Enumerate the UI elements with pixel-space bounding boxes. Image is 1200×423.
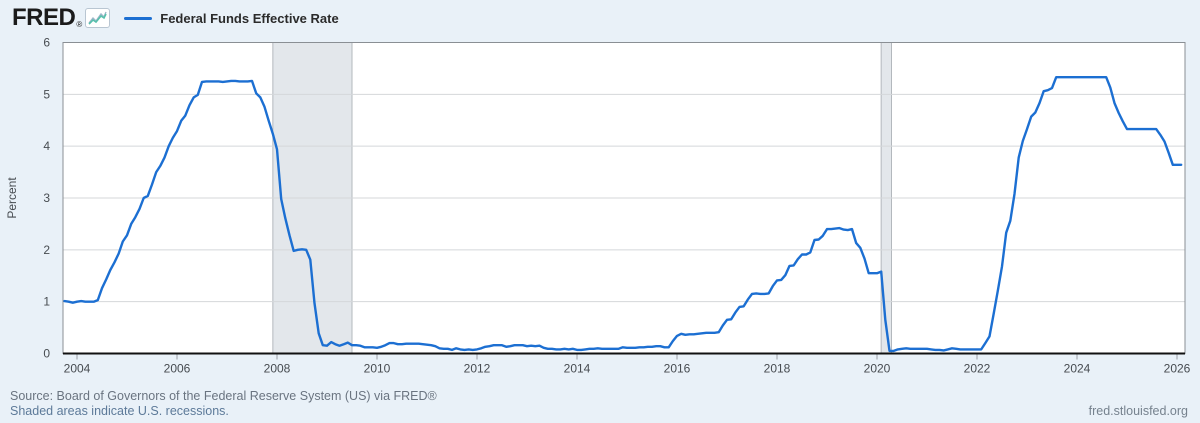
fred-logo-text: FRED	[12, 4, 76, 31]
y-tick-label: 2	[43, 243, 50, 257]
x-tick-label: 2014	[564, 362, 591, 376]
x-tick-label: 2004	[64, 362, 91, 376]
x-tick-label: 2022	[964, 362, 991, 376]
legend-item-federal-funds-rate[interactable]: Federal Funds Effective Rate	[124, 10, 339, 26]
chart-header: FRED ® Federal Funds Effective Rate	[0, 0, 1200, 36]
line-chart-icon	[85, 8, 111, 28]
y-tick-label: 5	[43, 87, 50, 101]
y-tick-label: 3	[43, 191, 50, 205]
y-tick-label: 6	[43, 36, 50, 50]
x-tick-label: 2016	[664, 362, 691, 376]
y-tick-label: 1	[43, 295, 50, 309]
x-tick-label: 2018	[764, 362, 791, 376]
x-tick-label: 2008	[264, 362, 291, 376]
y-axis-title: Percent	[5, 177, 19, 219]
ffr-line-series[interactable]	[63, 76, 1183, 353]
x-tick-label: 2024	[1064, 362, 1091, 376]
y-tick-label: 0	[43, 347, 50, 361]
footer-attribution: Source: Board of Governors of the Federa…	[10, 389, 437, 419]
x-tick-label: 2012	[464, 362, 491, 376]
fred-site-link[interactable]: fred.stlouisfed.org	[1088, 404, 1188, 418]
x-tick-label: 2006	[164, 362, 191, 376]
source-text: Source: Board of Governors of the Federa…	[10, 389, 437, 403]
x-tick-label: 2010	[364, 362, 391, 376]
legend-line-swatch	[124, 16, 153, 20]
y-tick-label: 4	[43, 139, 50, 153]
fred-registered-mark: ®	[76, 20, 83, 29]
chart-footer: Source: Board of Governors of the Federa…	[10, 389, 1188, 419]
recession-note-link[interactable]: Shaded areas indicate U.S. recessions.	[10, 404, 229, 418]
fred-logo[interactable]: FRED ®	[12, 4, 111, 31]
x-tick-label: 2020	[864, 362, 891, 376]
legend-label: Federal Funds Effective Rate	[160, 10, 339, 26]
x-tick-label: 2026	[1164, 362, 1191, 376]
